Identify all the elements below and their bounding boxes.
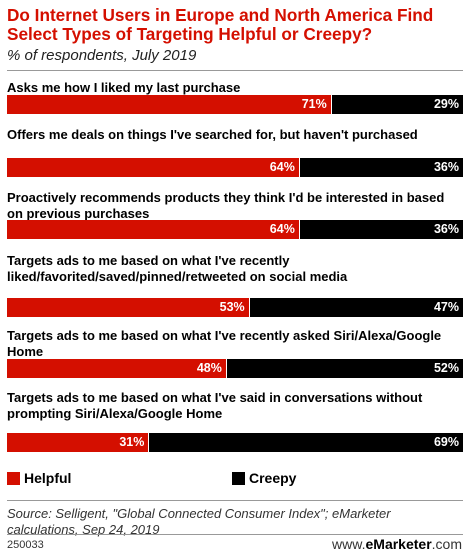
bar-creepy: 52%	[225, 359, 463, 378]
segment-separator	[298, 158, 300, 177]
category-label: Offers me deals on things I've searched …	[7, 127, 418, 142]
segment-separator	[148, 433, 150, 452]
data-label: 69%	[433, 435, 459, 449]
site-prefix: www.	[332, 536, 366, 552]
bar-creepy: 36%	[298, 158, 463, 177]
chart-subtitle: % of respondents, July 2019	[7, 47, 197, 64]
site-suffix: .com	[431, 536, 462, 552]
legend-label: Creepy	[249, 470, 297, 486]
legend-label: Helpful	[24, 470, 72, 486]
bar-helpful: 31%	[7, 433, 149, 452]
site-brand: eMarketer	[365, 536, 432, 552]
bottom-rule	[7, 534, 463, 535]
data-label: 71%	[301, 97, 327, 111]
chart-id: 250033	[7, 539, 44, 551]
category-label: Targets ads to me based on what I've rec…	[7, 328, 442, 359]
site-credit: www.eMarketer.com	[332, 536, 462, 552]
category-label: Proactively recommends products they thi…	[7, 190, 445, 221]
bar-creepy: 29%	[330, 95, 463, 114]
footer-rule	[7, 500, 463, 501]
data-label: 31%	[119, 435, 145, 449]
chart-title: Do Internet Users in Europe and North Am…	[7, 5, 434, 44]
legend-swatch	[232, 472, 245, 485]
bar-creepy: 36%	[298, 220, 463, 239]
bar-helpful: 64%	[7, 158, 299, 177]
segment-separator	[298, 220, 300, 239]
category-label: Asks me how I liked my last purchase	[7, 80, 241, 95]
data-label: 52%	[433, 361, 459, 375]
segment-separator	[225, 359, 227, 378]
data-label: 47%	[433, 300, 459, 314]
header-rule	[7, 70, 463, 71]
data-label: 53%	[219, 300, 245, 314]
bar-helpful: 71%	[7, 95, 331, 114]
data-label: 36%	[433, 222, 459, 236]
data-label: 48%	[196, 361, 222, 375]
segment-separator	[248, 298, 250, 317]
data-label: 64%	[269, 222, 295, 236]
legend-swatch	[7, 472, 20, 485]
bar-creepy: 47%	[248, 298, 463, 317]
source-note: Source: Selligent, "Global Connected Con…	[7, 506, 391, 537]
bar-helpful: 48%	[7, 359, 226, 378]
bar-creepy: 69%	[148, 433, 463, 452]
data-label: 36%	[433, 160, 459, 174]
data-label: 64%	[269, 160, 295, 174]
segment-separator	[330, 95, 332, 114]
bar-helpful: 64%	[7, 220, 299, 239]
category-label: Targets ads to me based on what I've rec…	[7, 253, 348, 284]
category-label: Targets ads to me based on what I've sai…	[7, 390, 423, 421]
bar-helpful: 53%	[7, 298, 249, 317]
data-label: 29%	[433, 97, 459, 111]
